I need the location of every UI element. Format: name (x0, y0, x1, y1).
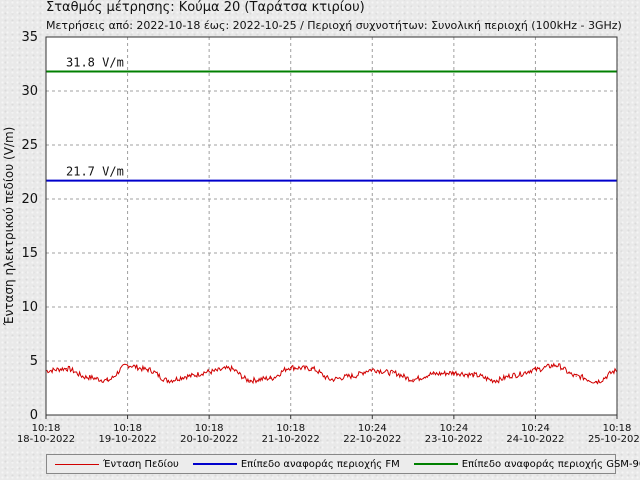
x-tick-time: 10:18 (113, 423, 142, 434)
legend-label-fm: Επίπεδο αναφοράς περιοχής FM (240, 458, 400, 470)
field-strength-point (392, 372, 394, 374)
plot-background (46, 37, 617, 415)
field-strength-point (290, 366, 292, 369)
legend-item-gsm: Επίπεδο αναφοράς περιοχής GSM-900 (413, 458, 640, 470)
field-strength-point (330, 378, 333, 380)
y-tick-label: 35 (21, 30, 38, 45)
field-strength-point (371, 369, 373, 371)
x-tick-time: 10:18 (603, 423, 632, 434)
field-strength-point (351, 375, 353, 377)
y-tick-label: 15 (21, 246, 38, 261)
plot-frame (45, 36, 618, 416)
field-strength-point (432, 373, 435, 375)
legend-swatch-field (55, 463, 99, 465)
legend-item-fm: Επίπεδο αναφοράς περιοχής FM (192, 458, 400, 470)
field-strength-point (575, 375, 577, 377)
x-tick-date: 18-10-2022 (17, 434, 75, 445)
y-tick-label: 25 (21, 138, 38, 153)
legend-item-field: Ένταση Πεδίου (55, 459, 179, 470)
x-tick-time: 10:24 (358, 423, 387, 434)
field-strength-point (228, 367, 231, 370)
x-tick-time: 10:18 (276, 423, 305, 434)
y-tick-label: 0 (30, 408, 38, 423)
field-strength-point (106, 379, 108, 382)
x-tick-date: 19-10-2022 (99, 434, 157, 445)
legend: Ένταση Πεδίου Επίπεδο αναφοράς περιοχής … (46, 454, 640, 474)
field-strength-point (147, 369, 149, 371)
gsm-reference-line-label: 31.8 V/m (66, 56, 124, 70)
field-strength-point (453, 372, 455, 374)
field-strength-point (412, 378, 414, 380)
field-strength-point (269, 377, 271, 379)
x-tick-date: 22-10-2022 (343, 434, 401, 445)
field-strength-point (310, 367, 312, 370)
x-tick-time: 10:18 (32, 423, 61, 434)
field-strength-point (514, 374, 516, 376)
field-strength-point (65, 367, 67, 370)
x-tick-date: 25-10-2022 (588, 434, 640, 445)
x-tick-date: 23-10-2022 (425, 434, 483, 445)
y-tick-label: 20 (21, 192, 38, 207)
y-tick-label: 10 (21, 300, 38, 315)
legend-swatch-fm (192, 463, 237, 465)
field-strength-point (188, 375, 190, 377)
field-strength-point (473, 374, 475, 376)
x-tick-date: 20-10-2022 (180, 434, 238, 445)
x-tick-date: 24-10-2022 (506, 434, 564, 445)
y-tick-label: 5 (30, 354, 38, 369)
x-tick-time: 10:24 (521, 423, 550, 434)
chart-subtitle: Μετρήσεις από: 2022-10-18 έως: 2022-10-2… (46, 19, 622, 32)
chart-title: Σταθμός μέτρησης: Κούμα 20 (Ταράτσα κτιρ… (46, 0, 365, 15)
field-strength-point (534, 369, 537, 371)
field-strength-point (208, 371, 210, 373)
fm-reference-line-label: 21.7 V/m (66, 165, 124, 179)
x-tick-date: 21-10-2022 (262, 434, 320, 445)
field-strength-point (596, 380, 598, 383)
field-strength-point (126, 364, 129, 366)
x-tick-time: 10:18 (195, 423, 224, 434)
legend-label-field: Ένταση Πεδίου (103, 458, 179, 470)
field-strength-point (494, 379, 496, 382)
field-strength-point (86, 376, 88, 378)
y-tick-label: 30 (21, 84, 38, 99)
field-strength-point (167, 379, 169, 382)
field-strength-point (555, 364, 557, 366)
field-strength-point (249, 379, 251, 382)
x-tick-time: 10:24 (439, 423, 468, 434)
legend-label-gsm: Επίπεδο αναφοράς περιοχής GSM-900 (461, 458, 640, 470)
legend-swatch-gsm (413, 463, 458, 465)
